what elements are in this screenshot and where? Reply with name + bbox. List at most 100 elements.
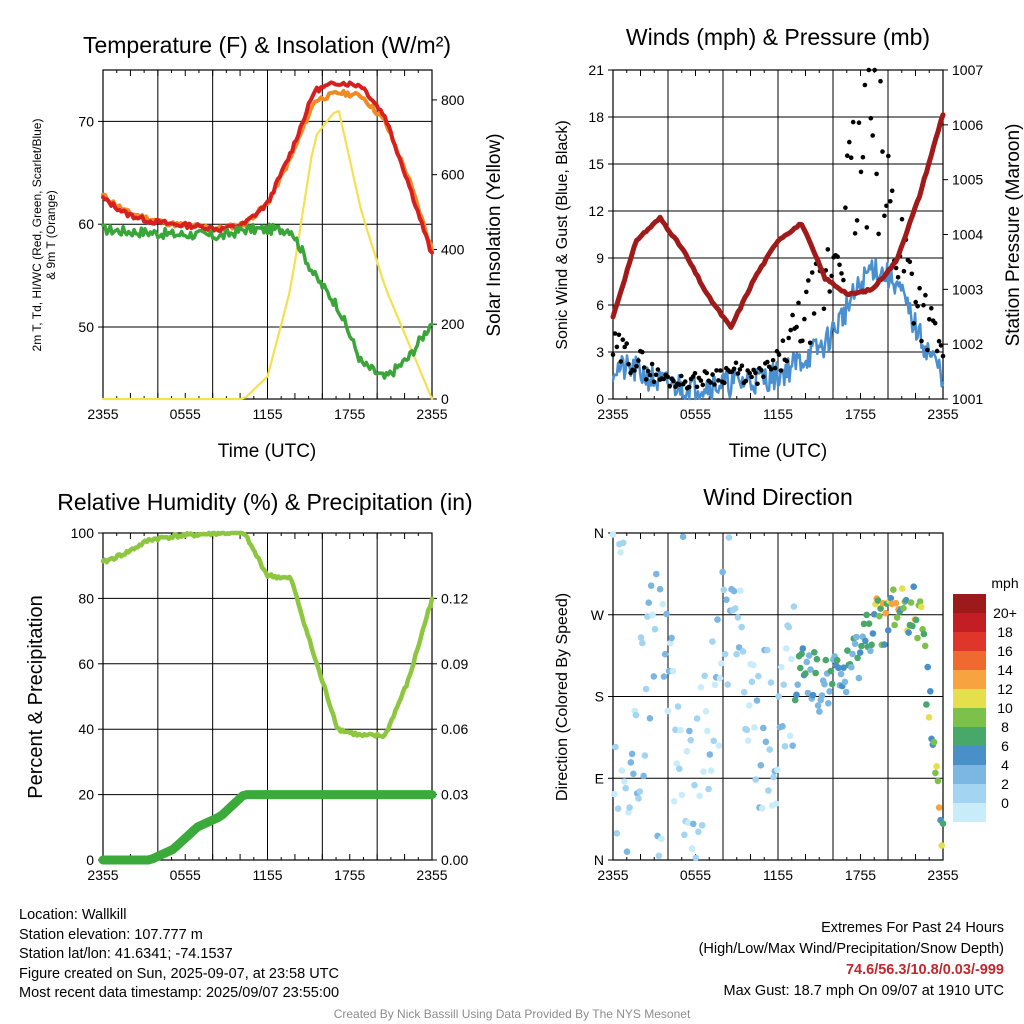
direction-point [876, 612, 883, 620]
legend-swatch [953, 670, 986, 689]
gust-point [888, 199, 893, 204]
direction-point [649, 611, 656, 619]
direction-point [935, 804, 943, 811]
gust-point [641, 365, 647, 370]
gust-point [796, 300, 801, 306]
gust-point [718, 368, 723, 373]
direction-point [766, 746, 773, 753]
direction-point [702, 708, 710, 715]
temp-2m-line [101, 80, 434, 255]
gust-point [868, 115, 874, 121]
direction-point [786, 732, 794, 740]
gust-point [804, 289, 809, 295]
credit-text: Created By Nick Bassill Using Data Provi… [333, 1007, 691, 1021]
y-tick-label: 70 [78, 113, 94, 129]
gust-point [616, 332, 622, 338]
gust-point [911, 321, 916, 326]
direction-point [683, 748, 691, 755]
y-tick-label: 60 [78, 656, 94, 672]
wind-line [611, 258, 945, 401]
gust-point [704, 370, 709, 376]
direction-point [743, 726, 751, 734]
y-tick-label: N [594, 525, 604, 541]
direction-point [661, 650, 669, 658]
direction-point [887, 594, 895, 602]
gust-point [913, 299, 918, 305]
gust-point [837, 262, 842, 268]
gust-point [737, 367, 743, 372]
gust-point [788, 327, 793, 333]
direction-point [749, 661, 757, 669]
direction-point [933, 763, 940, 770]
legend-label: 18 [997, 624, 1013, 640]
direction-point [780, 681, 787, 688]
gust-point [825, 247, 831, 252]
gust-point [786, 335, 791, 341]
direction-point [677, 727, 684, 734]
direction-point [827, 667, 835, 675]
y-axis-title: 2m T, Td, HI/WC (Red, Green, Scarlet/Blu… [30, 119, 44, 352]
gust-point [643, 377, 649, 382]
y-axis-title: & 9m T (Orange) [44, 190, 58, 280]
y-right-tick-label: 1001 [952, 391, 983, 407]
direction-point [676, 765, 683, 773]
x-tick-label: 1755 [334, 867, 365, 883]
direction-point [651, 625, 659, 633]
direction-point [681, 831, 688, 839]
direction-point [646, 715, 654, 722]
y-right-tick-label: 400 [441, 241, 465, 257]
gust-point [679, 373, 684, 379]
direction-point [758, 804, 766, 812]
direction-point [626, 804, 633, 811]
direction-point [670, 798, 678, 805]
gust-point [866, 67, 872, 73]
direction-point [865, 620, 873, 627]
gust-point [618, 359, 624, 364]
gust-point [800, 338, 805, 344]
gust-point [780, 338, 786, 344]
direction-point [752, 776, 759, 783]
chart-title: Wind Direction [703, 484, 853, 510]
y-right-axis-title: Solar Insolation (Yellow) [484, 133, 505, 336]
legend-label: 2 [1001, 776, 1009, 792]
y-right-tick-label: 1002 [952, 336, 983, 352]
direction-point [814, 702, 822, 709]
direction-point [724, 681, 731, 688]
direction-point [797, 664, 804, 672]
gust-point [626, 361, 631, 367]
gust-point [712, 382, 717, 387]
direction-point [900, 604, 907, 612]
direction-point [618, 767, 626, 774]
direction-point [690, 820, 697, 828]
direction-point [725, 534, 733, 541]
direction-point [794, 681, 801, 688]
gust-point [938, 343, 944, 348]
legend-swatch [953, 803, 986, 822]
direction-point [835, 664, 842, 672]
gust-point [710, 372, 715, 377]
direction-point [720, 586, 728, 594]
legend-swatch [953, 727, 986, 746]
legend-label: 16 [997, 643, 1013, 659]
gust-point [743, 378, 749, 384]
gust-point [927, 317, 932, 322]
direction-point [870, 611, 878, 618]
direction-point [767, 679, 775, 686]
rh-line [100, 530, 435, 740]
gust-point [645, 368, 651, 374]
direction-point [688, 845, 696, 852]
gust-point [921, 302, 926, 308]
gust-point [940, 353, 946, 359]
y-right-tick-label: 0.03 [441, 787, 468, 803]
direction-point [923, 701, 930, 708]
direction-point [719, 568, 726, 576]
direction-point [877, 605, 884, 612]
y-tick-label: 6 [596, 297, 604, 313]
direction-point [788, 655, 795, 663]
recent-text: Most recent data timestamp: 2025/09/07 2… [19, 985, 340, 1001]
direction-point [632, 711, 640, 719]
direction-point [907, 599, 915, 606]
gust-point [686, 384, 692, 390]
y-tick-label: 100 [71, 525, 95, 541]
direction-point [678, 791, 686, 799]
